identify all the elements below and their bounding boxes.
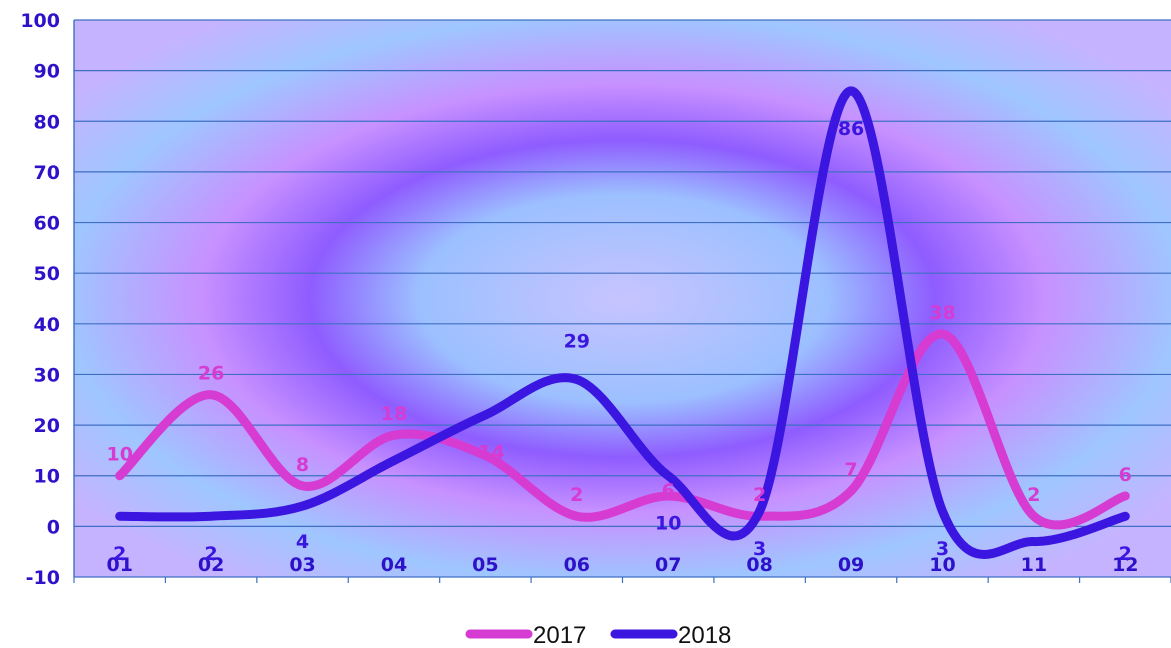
y-tick-label: 40 xyxy=(34,314,60,336)
data-label-2017: 10 xyxy=(106,444,132,466)
x-tick-label: 01 xyxy=(106,554,132,576)
data-label-2018: 4 xyxy=(296,531,309,553)
y-tick-label: 70 xyxy=(34,162,60,184)
data-label-2017: 18 xyxy=(381,403,407,425)
plot-background xyxy=(74,20,1171,577)
data-label-2018: 29 xyxy=(564,331,590,353)
y-tick-label: 60 xyxy=(34,213,60,235)
x-tick-label: 04 xyxy=(381,554,407,576)
data-label-2017: 14 xyxy=(478,441,504,463)
x-tick-label: 08 xyxy=(746,554,772,576)
y-tick-label: 100 xyxy=(20,10,60,32)
data-label-2017: 2 xyxy=(753,484,766,506)
data-label-2018: 2 xyxy=(1119,543,1132,565)
data-label-2018: 10 xyxy=(655,513,681,535)
x-tick-label: 02 xyxy=(198,554,224,576)
data-label-2017: 26 xyxy=(198,363,224,385)
x-tick-label: 09 xyxy=(838,554,864,576)
y-tick-label: 0 xyxy=(47,516,60,538)
x-tick-label: 03 xyxy=(289,554,315,576)
y-tick-label: -10 xyxy=(26,567,60,589)
data-label-2018: 3 xyxy=(936,538,949,560)
data-label-2018: 86 xyxy=(838,118,864,140)
series-line-2018 xyxy=(115,86,1130,559)
x-tick-label: 12 xyxy=(1112,554,1138,576)
data-label-2018: 3 xyxy=(753,538,766,560)
x-tick-label: 06 xyxy=(564,554,590,576)
y-axis-ticks: -10 0 10 20 30 40 50 60 70 80 90 100 xyxy=(20,10,60,589)
data-label-2017: 2 xyxy=(570,484,583,506)
y-tick-label: 80 xyxy=(34,111,60,133)
legend-label-2017: 2017 xyxy=(533,622,586,648)
data-label-2017: 8 xyxy=(296,454,309,476)
legend: 2017 2018 xyxy=(465,622,731,648)
x-axis-ticks: 01 02 03 04 05 06 07 08 09 10 11 12 xyxy=(106,554,1138,576)
x-tick-label: 11 xyxy=(1021,554,1047,576)
y-tick-label: 30 xyxy=(34,364,60,386)
x-tick-label: 07 xyxy=(655,554,681,576)
gridlines xyxy=(74,19,1171,578)
data-label-2017: 6 xyxy=(1119,464,1132,486)
axes xyxy=(73,20,1171,583)
legend-label-2018: 2018 xyxy=(678,622,731,648)
series-line-2017 xyxy=(115,329,1130,530)
x-tick-label: 05 xyxy=(472,554,498,576)
data-label-2017: 6 xyxy=(662,480,675,502)
y-tick-label: 10 xyxy=(34,466,60,488)
data-label-2017: 7 xyxy=(844,459,857,481)
series-lines xyxy=(115,86,1130,559)
y-tick-label: 90 xyxy=(34,61,60,83)
data-label-2017: 2 xyxy=(1027,484,1040,506)
data-label-2018: 2 xyxy=(113,543,126,565)
y-tick-label: 20 xyxy=(34,415,60,437)
data-label-2017: 38 xyxy=(929,302,955,324)
y-tick-label: 50 xyxy=(34,263,60,285)
data-label-2018: 2 xyxy=(205,543,218,565)
x-tick-label: 10 xyxy=(929,554,955,576)
